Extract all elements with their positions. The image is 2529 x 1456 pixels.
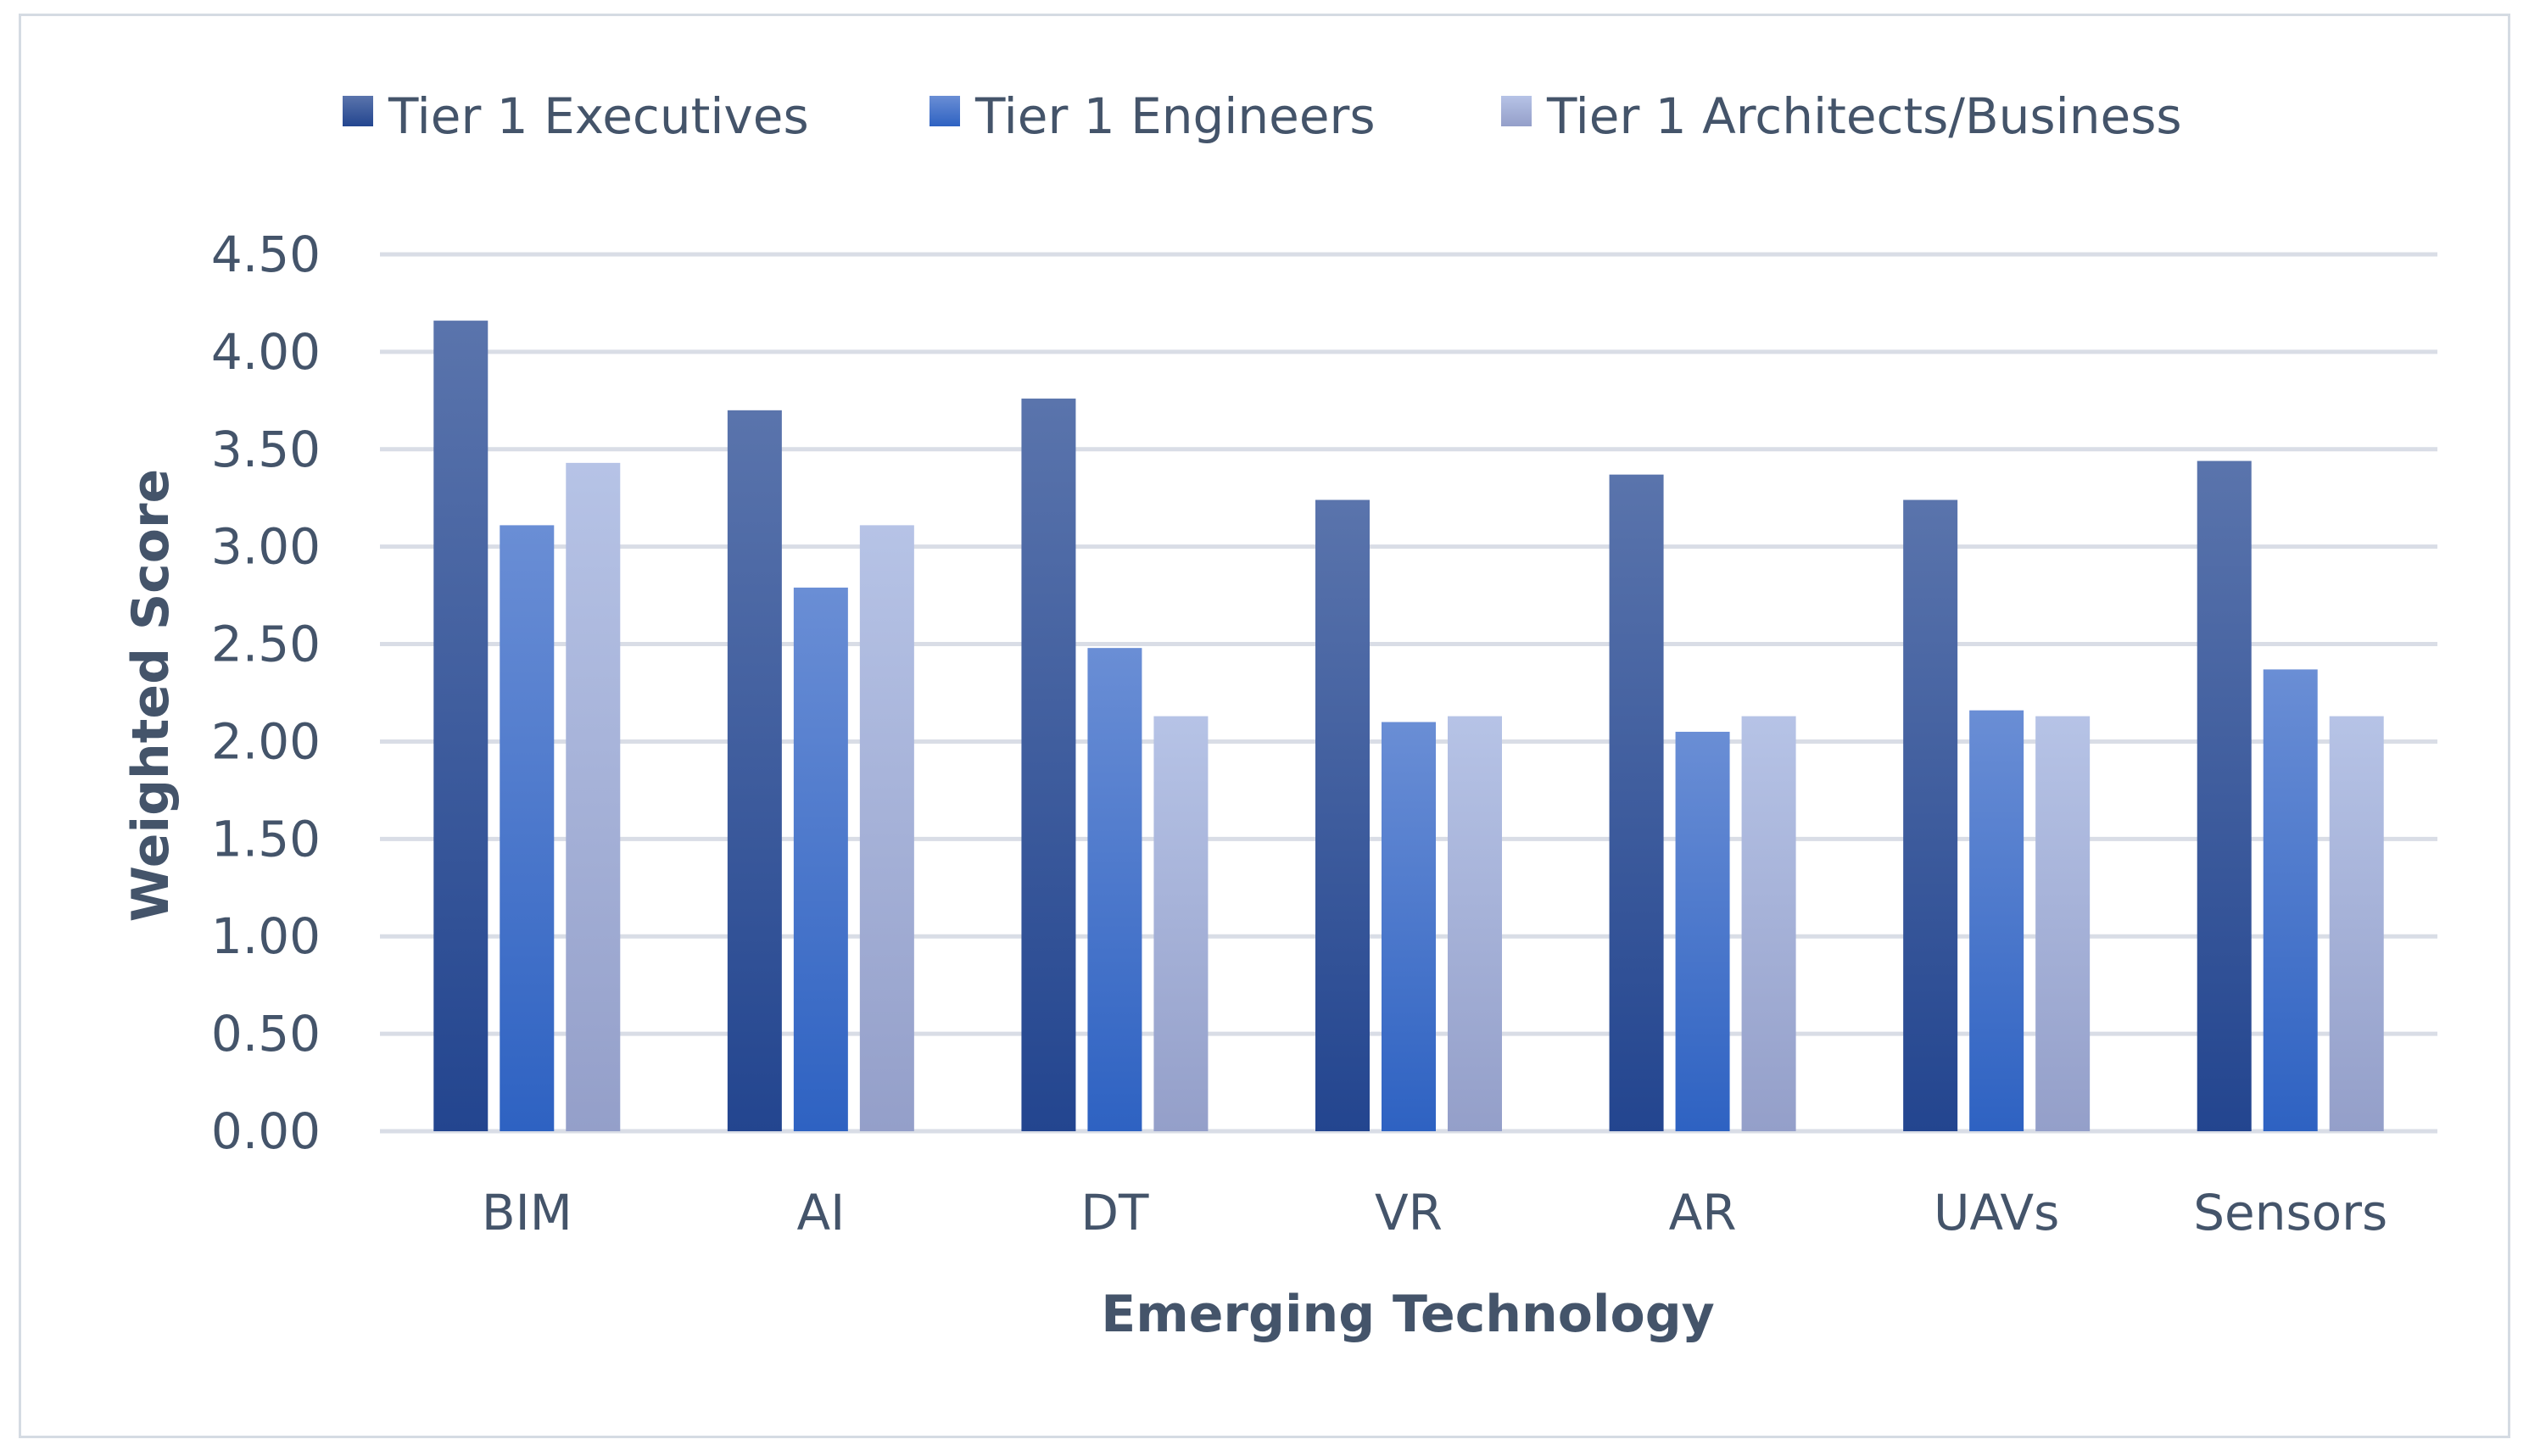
bar-vr-series-1 <box>1315 499 1370 1131</box>
bar-vr-series-2 <box>1382 722 1436 1131</box>
y-axis-ticks: 0.00 0.50 1.00 1.50 2.00 2.50 3.00 3.50 4.00 4.50 <box>211 226 321 1160</box>
bars <box>433 321 2384 1132</box>
bar-uavs-series-1 <box>1903 499 1958 1131</box>
bar-bim-series-1 <box>433 321 488 1131</box>
legend-label: Tier 1 Executives <box>388 87 809 145</box>
y-tick-label: 4.50 <box>211 226 321 283</box>
y-tick-label: 1.50 <box>211 810 321 867</box>
x-axis-title: Emerging Technology <box>1101 1285 1715 1344</box>
y-tick-label: 0.00 <box>211 1102 321 1160</box>
legend-swatch <box>343 96 373 126</box>
bar-ar-series-2 <box>1675 731 1730 1131</box>
x-category-label: AI <box>796 1184 845 1241</box>
x-category-label: DT <box>1080 1184 1149 1241</box>
bar-sensors-series-2 <box>2263 669 2318 1131</box>
y-tick-label: 1.00 <box>211 907 321 965</box>
x-axis-categories: BIM AI DT VR AR UAVs Sensors <box>482 1184 2387 1241</box>
gridlines <box>380 252 2437 1134</box>
x-category-label: BIM <box>482 1184 572 1241</box>
y-tick-label: 2.00 <box>211 712 321 770</box>
bar-ai-series-1 <box>727 410 782 1131</box>
bar-dt-series-3 <box>1153 716 1209 1131</box>
bar-ai-series-2 <box>793 587 848 1131</box>
y-tick-label: 3.50 <box>211 421 321 478</box>
y-tick-label: 4.00 <box>211 323 321 381</box>
y-tick-label: 2.50 <box>211 616 321 673</box>
x-category-label: VR <box>1375 1184 1443 1241</box>
bar-vr-series-3 <box>1448 716 1502 1131</box>
bar-bim-series-3 <box>566 462 621 1131</box>
legend-label: Tier 1 Engineers <box>974 87 1376 145</box>
legend: Tier 1 Executives Tier 1 Engineers Tier 1 … <box>343 87 2182 145</box>
bar-uavs-series-3 <box>2035 716 2091 1131</box>
legend-swatch <box>930 96 960 126</box>
legend-label: Tier 1 Architects/Business <box>1546 87 2182 145</box>
bar-ai-series-3 <box>859 525 914 1131</box>
bar-dt-series-1 <box>1021 399 1076 1132</box>
x-category-label: UAVs <box>1934 1184 2059 1241</box>
y-tick-label: 3.00 <box>211 518 321 576</box>
bar-dt-series-2 <box>1087 648 1142 1131</box>
bar-bim-series-2 <box>500 525 555 1131</box>
y-tick-label: 0.50 <box>211 1005 321 1063</box>
bar-uavs-series-2 <box>1969 710 2024 1131</box>
bar-sensors-series-3 <box>2329 716 2384 1131</box>
bar-sensors-series-1 <box>2197 460 2252 1131</box>
x-category-label: Sensors <box>2193 1184 2387 1241</box>
y-axis-title: Weighted Score <box>121 469 181 922</box>
legend-swatch <box>1501 96 1532 126</box>
bar-ar-series-3 <box>1741 716 1796 1131</box>
bar-ar-series-1 <box>1609 474 1664 1131</box>
x-category-label: AR <box>1669 1184 1737 1241</box>
